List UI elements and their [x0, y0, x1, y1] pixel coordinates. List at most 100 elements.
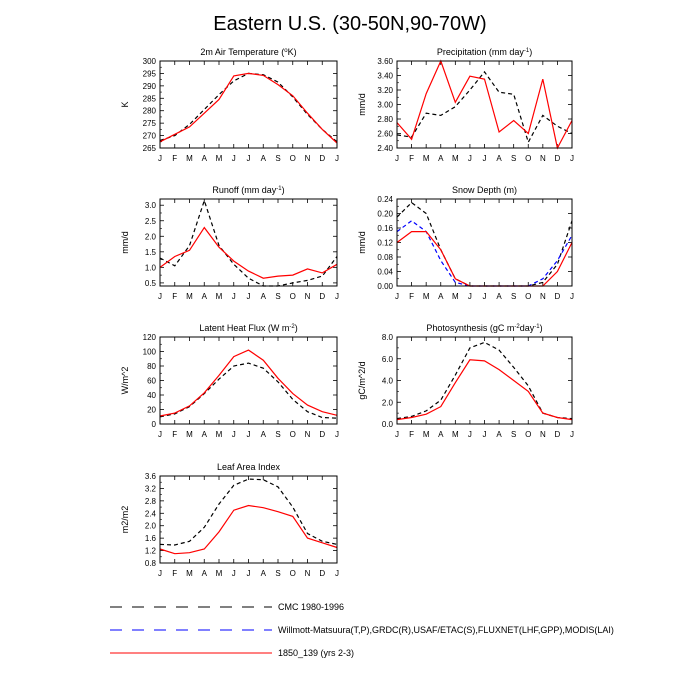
y-tick-label: 40 [147, 391, 156, 400]
x-tick-label: N [305, 430, 311, 439]
x-tick-label: A [202, 292, 208, 301]
x-tick-label: A [496, 430, 502, 439]
x-tick-label: J [468, 154, 472, 163]
x-tick-label: M [216, 569, 223, 578]
plot-frame [396, 60, 573, 149]
series-line [396, 359, 573, 421]
x-tick-label: J [232, 154, 236, 163]
y-tick-label: 120 [143, 333, 157, 342]
x-tick-label: N [540, 430, 546, 439]
chart-panel-6: Photosynthesis (gC m-2day-1) gC/m^2/d 0.0 2… [357, 323, 574, 439]
series-line-dashed [396, 201, 573, 287]
y-tick-label: 1.0 [145, 263, 157, 272]
legend-item-3: 1850_139 (yrs 2-3) [110, 648, 354, 658]
x-tick-label: M [186, 292, 193, 301]
series-line [159, 72, 338, 144]
y-axis-label: mm/d [120, 231, 130, 254]
x-tick-label: N [305, 569, 311, 578]
y-tick-label: 80 [147, 362, 156, 371]
x-tick-label: J [483, 430, 487, 439]
panel-title: Latent Heat Flux (W m-2) [199, 323, 297, 333]
y-tick-label: 280 [143, 107, 157, 116]
chart-panel-5: Latent Heat Flux (W m-2) W/m^2 0 20 40 60 80 10… [120, 323, 339, 439]
y-tick-label: 2.8 [145, 497, 157, 506]
x-tick-label: J [395, 154, 399, 163]
plot-frame [159, 198, 338, 287]
y-tick-label: 2.40 [377, 144, 393, 153]
x-tick-label: J [158, 569, 162, 578]
y-tick-label: 8.0 [382, 333, 394, 342]
y-tick-label: 0.5 [145, 279, 157, 288]
x-tick-label: J [570, 292, 574, 301]
x-tick-label: A [202, 569, 208, 578]
x-tick-label: J [247, 292, 251, 301]
series-line-dashed [396, 70, 573, 144]
x-tick-label: J [232, 292, 236, 301]
x-tick-label: J [335, 430, 339, 439]
y-tick-label: 265 [143, 144, 157, 153]
x-tick-label: J [232, 430, 236, 439]
x-tick-label: D [319, 430, 325, 439]
x-tick-label: N [540, 154, 546, 163]
y-tick-label: 0.04 [377, 268, 393, 277]
x-tick-label: F [172, 154, 177, 163]
series-line [159, 349, 338, 417]
plot-frame [159, 475, 338, 564]
x-tick-label: A [496, 292, 502, 301]
x-tick-label: O [290, 292, 296, 301]
x-tick-label: M [186, 430, 193, 439]
x-tick-label: D [555, 292, 561, 301]
y-tick-label: 3.60 [377, 57, 393, 66]
x-tick-label: O [290, 569, 296, 578]
y-tick-label: 2.4 [145, 509, 157, 518]
y-tick-label: 1.6 [145, 534, 157, 543]
x-tick-label: A [438, 292, 444, 301]
x-tick-label: J [395, 292, 399, 301]
x-tick-label: S [511, 154, 516, 163]
x-tick-label: M [452, 154, 459, 163]
series-line [396, 59, 573, 150]
series-line-dashed [159, 198, 338, 287]
x-tick-label: J [232, 569, 236, 578]
x-tick-label: N [305, 292, 311, 301]
x-tick-label: J [158, 154, 162, 163]
y-tick-label: 0.16 [377, 224, 393, 233]
x-tick-label: M [452, 430, 459, 439]
y-tick-label: 2.0 [382, 398, 394, 407]
panel-title: Leaf Area Index [217, 462, 281, 472]
x-tick-label: D [319, 154, 325, 163]
x-tick-label: J [468, 292, 472, 301]
y-tick-label: 4.0 [382, 377, 394, 386]
x-tick-label: J [247, 569, 251, 578]
series-line-dashed [396, 341, 573, 420]
x-tick-label: J [395, 430, 399, 439]
x-tick-label: J [335, 154, 339, 163]
chart-panel-7: Leaf Area Index m2/m2 0.8 1.2 1.6 2.0 2.4 2.8 3.… [120, 462, 339, 578]
y-tick-label: 3.20 [377, 86, 393, 95]
x-tick-label: A [202, 430, 208, 439]
y-tick-label: 0.0 [382, 420, 394, 429]
x-tick-label: S [275, 569, 280, 578]
series-line-dashed [159, 478, 338, 546]
y-axis-label: mm/d [357, 231, 367, 254]
plot-frame [396, 198, 573, 287]
y-tick-label: 60 [147, 377, 156, 386]
x-tick-label: A [261, 292, 267, 301]
x-tick-label: A [202, 154, 208, 163]
x-tick-label: J [158, 292, 162, 301]
x-tick-label: M [423, 430, 430, 439]
x-tick-label: M [423, 154, 430, 163]
x-tick-label: D [555, 430, 561, 439]
legend-item-2: Willmott-Matsuura(T,P),GRDC(R),USAF/ETAC… [110, 625, 614, 635]
y-tick-label: 3.2 [145, 484, 157, 493]
y-tick-label: 3.0 [145, 201, 157, 210]
x-tick-label: N [540, 292, 546, 301]
y-tick-label: 6.0 [382, 355, 394, 364]
x-tick-label: A [496, 154, 502, 163]
x-tick-label: O [525, 430, 531, 439]
y-tick-label: 295 [143, 69, 157, 78]
y-tick-label: 285 [143, 94, 157, 103]
x-tick-label: J [483, 292, 487, 301]
x-tick-label: F [409, 154, 414, 163]
x-tick-label: J [570, 154, 574, 163]
